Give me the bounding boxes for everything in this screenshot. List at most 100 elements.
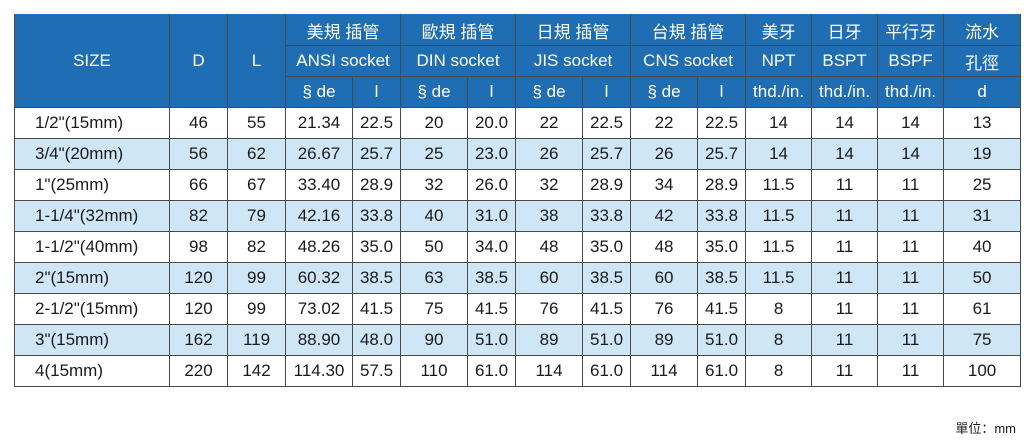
cell-ansi-l: 38.5: [351, 262, 402, 294]
header-flow-cn: 流水: [943, 14, 1022, 46]
cell-l: 99: [227, 262, 286, 294]
header-d: D: [169, 14, 228, 108]
cell-jis-l: 51.0: [582, 324, 632, 356]
table-row: 1/2"(15mm) 46 55 21.34 22.5 20 20.0 22 22.5 22 22.…: [14, 107, 1022, 139]
header-size: SIZE: [14, 14, 170, 108]
cell-flow-d: 13: [943, 107, 1022, 139]
cell-npt: 14: [745, 138, 813, 170]
cell-size: 1"(25mm): [14, 169, 170, 201]
header-bspf-unit: thd./in.: [877, 76, 945, 108]
header-bspt-cn: 日牙: [811, 14, 879, 46]
cell-bspt: 14: [811, 107, 879, 139]
header-din-cn: 歐規 插管: [400, 14, 517, 46]
cell-ansi-l: 22.5: [351, 107, 402, 139]
header-flow-unit: d: [943, 76, 1022, 108]
cell-ansi-l: 35.0: [351, 231, 402, 263]
cell-jis-l: 41.5: [582, 293, 632, 325]
cell-ansi-de: 21.34: [285, 107, 353, 139]
cell-cns-de: 60: [630, 262, 699, 294]
header-flow-cn2: 孔徑: [943, 45, 1022, 77]
cell-cns-de: 48: [630, 231, 699, 263]
cell-bspt: 11: [811, 231, 879, 263]
cell-din-de: 20: [400, 107, 469, 139]
table-header: SIZE D L 美規 插管 歐規 插管 日規 插管 台規 插管 美牙 日牙 平…: [14, 14, 1022, 108]
cell-din-de: 50: [400, 231, 469, 263]
header-bspt-en: BSPT: [811, 45, 879, 77]
cell-din-de: 110: [400, 355, 469, 387]
cell-d: 66: [169, 169, 228, 201]
cell-cns-l: 22.5: [697, 107, 747, 139]
cell-ansi-de: 114.30: [285, 355, 353, 387]
cell-bspf: 11: [877, 262, 945, 294]
cell-cns-de: 114: [630, 355, 699, 387]
cell-din-de: 63: [400, 262, 469, 294]
cell-jis-l: 28.9: [582, 169, 632, 201]
cell-jis-de: 22: [515, 107, 584, 139]
cell-d: 120: [169, 262, 228, 294]
cell-cns-l: 51.0: [697, 324, 747, 356]
cell-bspf: 14: [877, 107, 945, 139]
cell-bspt: 11: [811, 200, 879, 232]
cell-npt: 8: [745, 324, 813, 356]
header-npt-cn: 美牙: [745, 14, 813, 46]
header-cns-l: l: [697, 76, 747, 108]
cell-ansi-de: 73.02: [285, 293, 353, 325]
header-jis-cn: 日規 插管: [515, 14, 632, 46]
cell-jis-de: 26: [515, 138, 584, 170]
header-ansi-en: ANSI socket: [284, 45, 402, 77]
cell-ansi-l: 57.5: [351, 355, 402, 387]
cell-din-de: 75: [400, 293, 469, 325]
cell-flow-d: 31: [943, 200, 1022, 232]
header-jis-en: JIS socket: [515, 45, 632, 77]
cell-cns-l: 41.5: [697, 293, 747, 325]
cell-bspf: 11: [877, 169, 945, 201]
cell-jis-de: 76: [515, 293, 584, 325]
cell-din-l: 31.0: [467, 200, 517, 232]
cell-ansi-de: 88.90: [285, 324, 353, 356]
cell-npt: 11.5: [745, 200, 813, 232]
cell-bspt: 11: [811, 324, 879, 356]
table-row: 3/4"(20mm) 56 62 26.67 25.7 25 23.0 26 25.7 26 25.…: [14, 138, 1022, 170]
cell-l: 79: [227, 200, 286, 232]
cell-ansi-de: 48.26: [285, 231, 353, 263]
cell-cns-de: 42: [630, 200, 699, 232]
cell-cns-de: 26: [630, 138, 699, 170]
unit-note: 單位：mm: [955, 421, 1016, 436]
cell-din-l: 61.0: [467, 355, 517, 387]
header-ansi-cn: 美規 插管: [284, 14, 402, 46]
header-l: L: [227, 14, 286, 108]
cell-npt: 11.5: [745, 169, 813, 201]
cell-bspf: 11: [877, 324, 945, 356]
header-bspt-unit: thd./in.: [811, 76, 879, 108]
cell-cns-l: 61.0: [697, 355, 747, 387]
cell-bspf: 14: [877, 138, 945, 170]
cell-bspt: 11: [811, 293, 879, 325]
cell-ansi-l: 33.8: [351, 200, 402, 232]
cell-d: 98: [169, 231, 228, 263]
header-cns-en: CNS socket: [630, 45, 747, 77]
header-din-en: DIN socket: [400, 45, 517, 77]
header-bspf-en: BSPF: [877, 45, 945, 77]
cell-size: 3/4"(20mm): [14, 138, 170, 170]
table-row: 2"(15mm) 120 99 60.32 38.5 63 38.5 60 38.5 60 38.5…: [14, 262, 1022, 294]
table-row: 2-1/2"(15mm) 120 99 73.02 41.5 75 41.5 76 41.5 76…: [14, 293, 1022, 325]
cell-cns-de: 89: [630, 324, 699, 356]
cell-cns-l: 33.8: [697, 200, 747, 232]
header-jis-l: l: [582, 76, 632, 108]
cell-cns-l: 28.9: [697, 169, 747, 201]
cell-flow-d: 61: [943, 293, 1022, 325]
cell-l: 62: [227, 138, 286, 170]
cell-size: 1-1/2"(40mm): [14, 231, 170, 263]
cell-l: 67: [227, 169, 286, 201]
cell-ansi-l: 48.0: [351, 324, 402, 356]
cell-d: 82: [169, 200, 228, 232]
header-ansi-de: § de: [285, 76, 353, 108]
header-ansi-l: l: [351, 76, 402, 108]
header-npt-unit: thd./in.: [745, 76, 813, 108]
cell-cns-de: 76: [630, 293, 699, 325]
cell-cns-l: 25.7: [697, 138, 747, 170]
cell-ansi-de: 60.32: [285, 262, 353, 294]
cell-ansi-de: 42.16: [285, 200, 353, 232]
cell-size: 3"(15mm): [14, 324, 170, 356]
